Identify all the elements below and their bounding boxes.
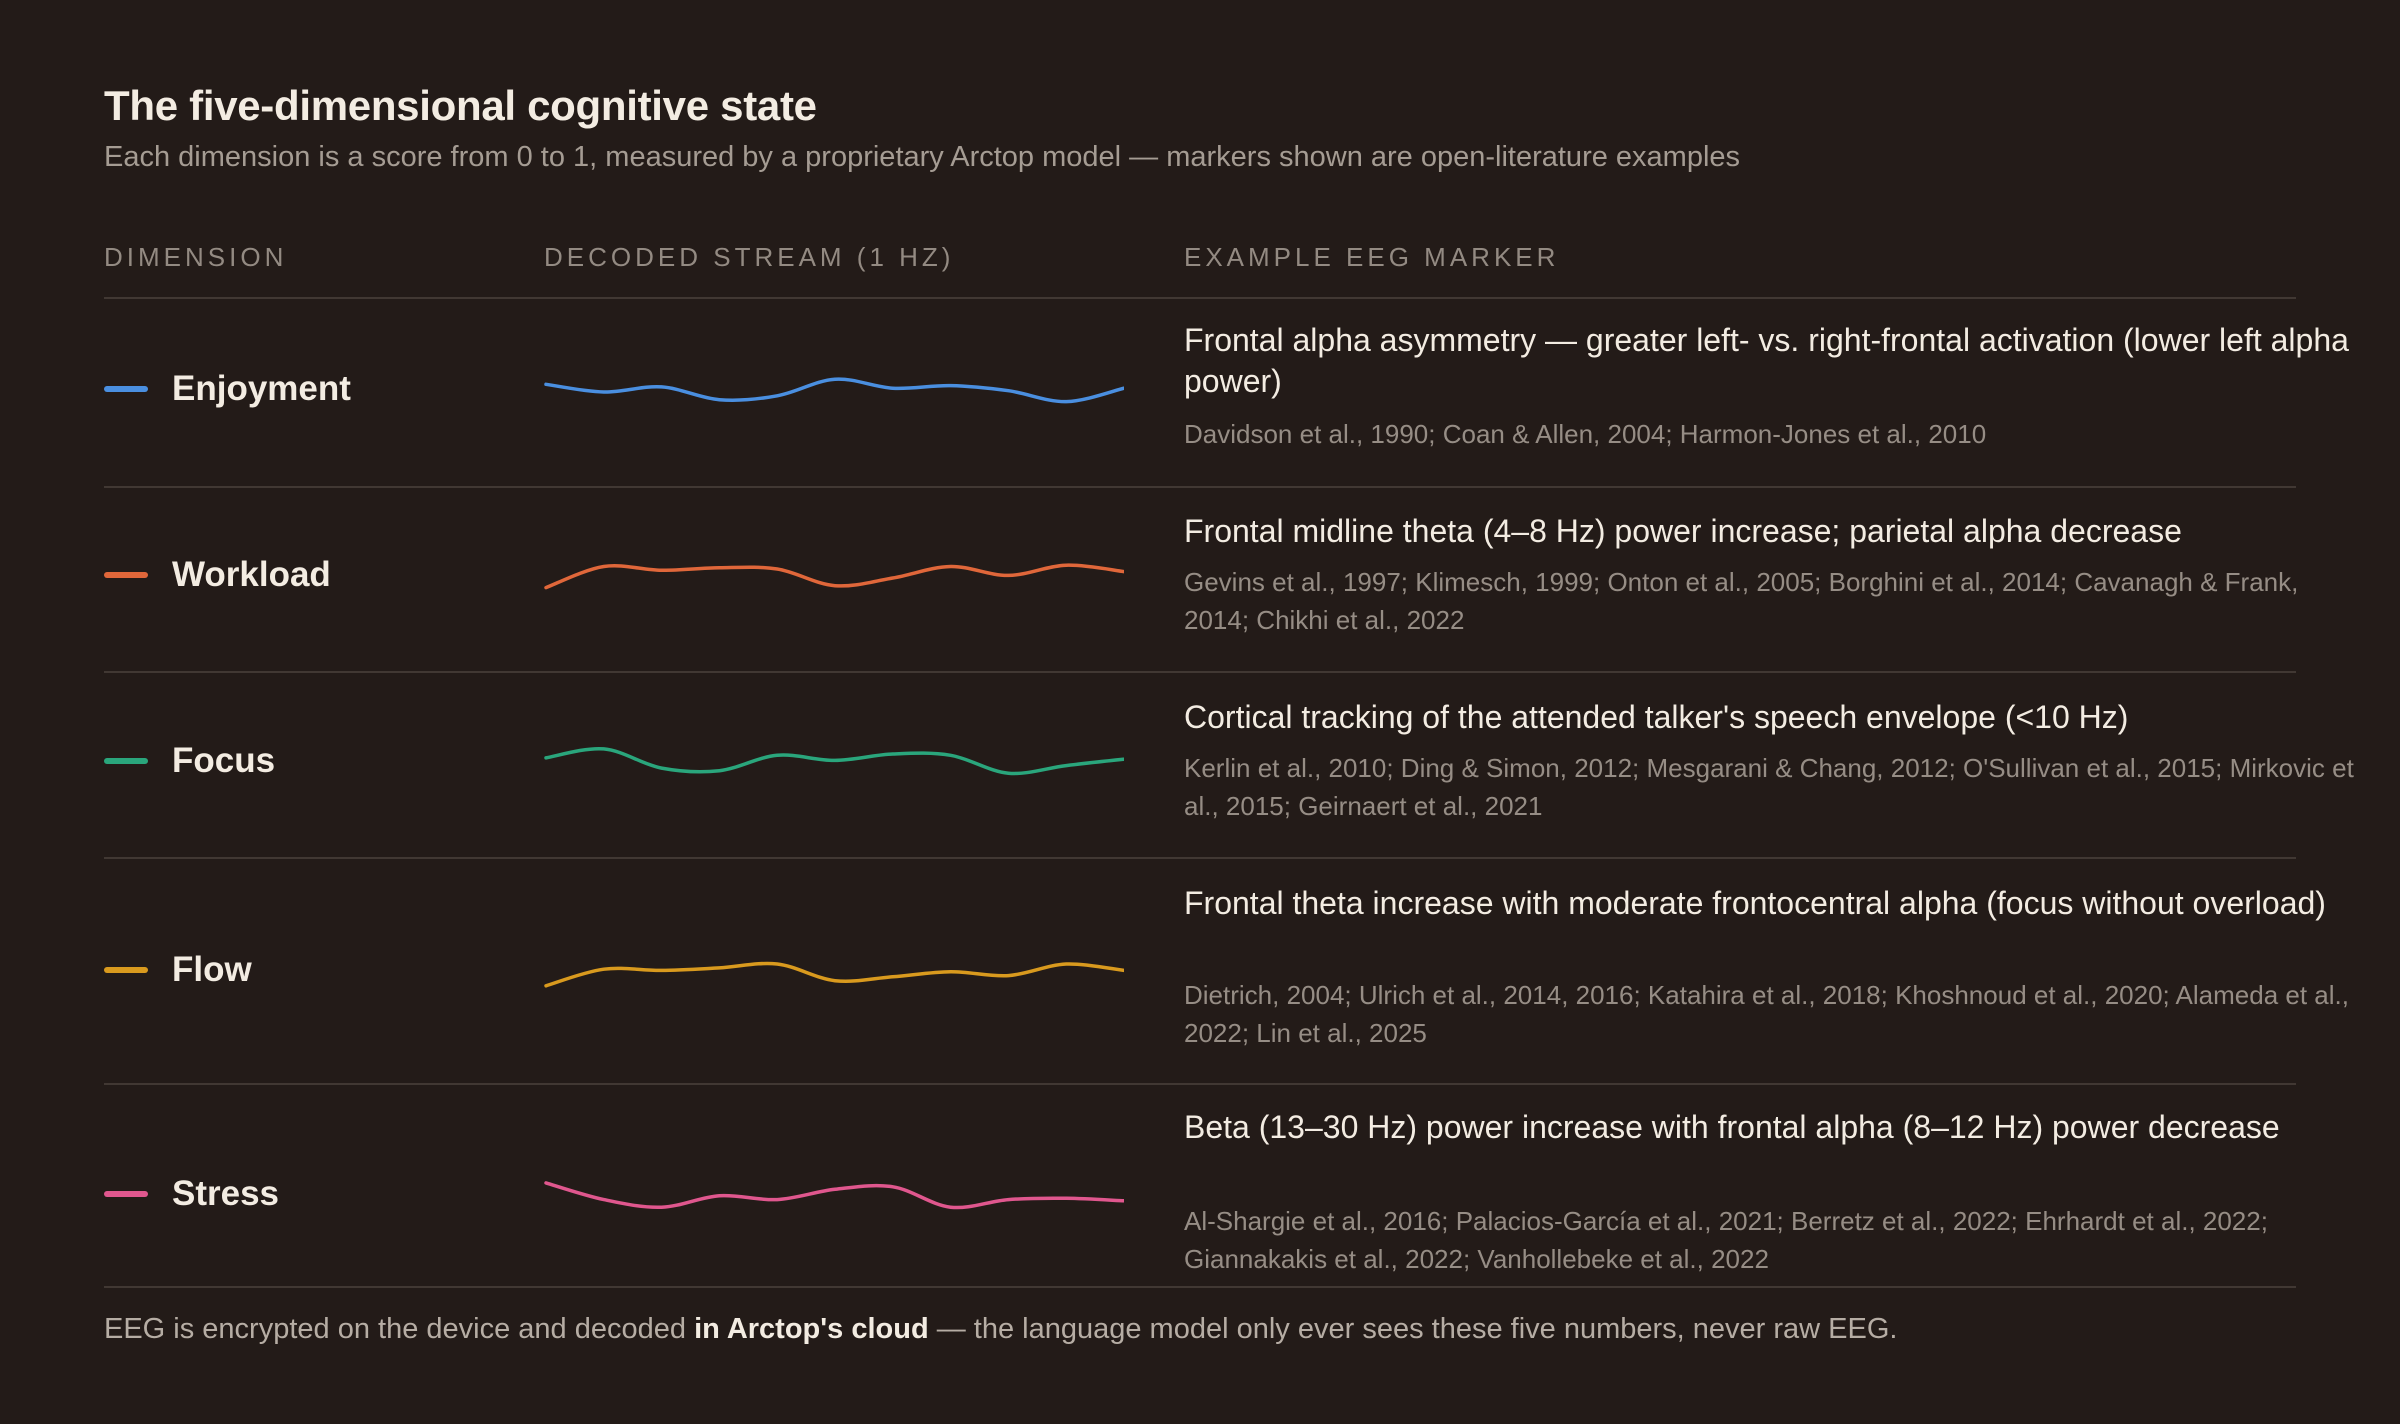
row-divider [104, 671, 2296, 673]
color-swatch [104, 967, 148, 973]
column-header-stream: DECODED STREAM (1 HZ) [544, 242, 955, 272]
table-row: Stress Beta (13–30 Hz) power increase wi… [104, 1084, 2296, 1287]
row-divider [104, 857, 2296, 859]
stream-series-line [544, 563, 1124, 590]
dimension-cell: Focus [104, 741, 275, 781]
stream-series-line [544, 377, 1124, 404]
dimension-cell: Stress [104, 1174, 279, 1214]
color-swatch [104, 1191, 148, 1197]
dimension-name: Enjoyment [172, 369, 351, 408]
marker-references: Kerlin et al., 2010; Ding & Simon, 2012;… [1184, 753, 2354, 821]
dimension-name: Focus [172, 741, 276, 780]
footer-text-bold: in Arctop's cloud [694, 1313, 929, 1345]
marker-references: Al-Shargie et al., 2016; Palacios-García… [1184, 1206, 2268, 1274]
marker-references: Dietrich, 2004; Ulrich et al., 2014, 201… [1184, 980, 2349, 1048]
column-header-marker: EXAMPLE EEG MARKER [1184, 242, 1560, 272]
decoded-stream-line [544, 1181, 1124, 1210]
decoded-stream-line [544, 377, 1124, 404]
dimension-cell: Enjoyment [104, 369, 351, 409]
dimension-cell: Workload [104, 555, 331, 595]
row-divider [104, 486, 2296, 488]
page-title: The five-dimensional cognitive state [104, 82, 817, 129]
row-divider [104, 1083, 2296, 1085]
marker-references: Gevins et al., 1997; Klimesch, 1999; Ont… [1184, 567, 2299, 635]
column-header-dimension: DIMENSION [104, 242, 288, 272]
row-divider [104, 1286, 2296, 1288]
color-swatch [104, 386, 148, 392]
dimension-name: Stress [172, 1174, 280, 1213]
decoded-stream-line [544, 746, 1124, 776]
dimension-name: Workload [172, 555, 331, 594]
stream-series-line [544, 1181, 1124, 1210]
header-divider [104, 297, 2296, 299]
footer-text-after: — the language model only ever sees thes… [928, 1313, 1898, 1345]
footer-text-before: EEG is encrypted on the device and decod… [104, 1313, 695, 1345]
stream-series-line [544, 961, 1124, 988]
table-row: Focus Cortical tracking of the attended … [104, 672, 2354, 858]
page-subtitle: Each dimension is a score from 0 to 1, m… [104, 141, 1741, 173]
table-row: Flow Frontal theta increase with moderat… [104, 858, 2349, 1084]
stream-series-line [544, 746, 1124, 776]
color-swatch [104, 758, 148, 764]
dimension-name: Flow [172, 950, 252, 989]
footer-note: EEG is encrypted on the device and decod… [104, 1313, 1897, 1346]
marker-text: Frontal alpha asymmetry — greater left- … [1184, 322, 2349, 399]
marker-references: Davidson et al., 1990; Coan & Allen, 200… [1184, 419, 1987, 449]
dimension-cell: Flow [104, 950, 252, 990]
decoded-stream-line [544, 961, 1124, 988]
marker-text: Beta (13–30 Hz) power increase with fron… [1184, 1109, 2280, 1145]
table-row: Workload Frontal midline theta (4–8 Hz) … [104, 487, 2298, 672]
decoded-stream-line [544, 563, 1124, 590]
marker-text: Cortical tracking of the attended talker… [1184, 699, 2129, 735]
marker-text: Frontal midline theta (4–8 Hz) power inc… [1184, 513, 2182, 549]
color-swatch [104, 572, 148, 578]
marker-text: Frontal theta increase with moderate fro… [1184, 885, 2326, 921]
table-row: Enjoyment Frontal alpha asymmetry — grea… [104, 297, 2349, 487]
